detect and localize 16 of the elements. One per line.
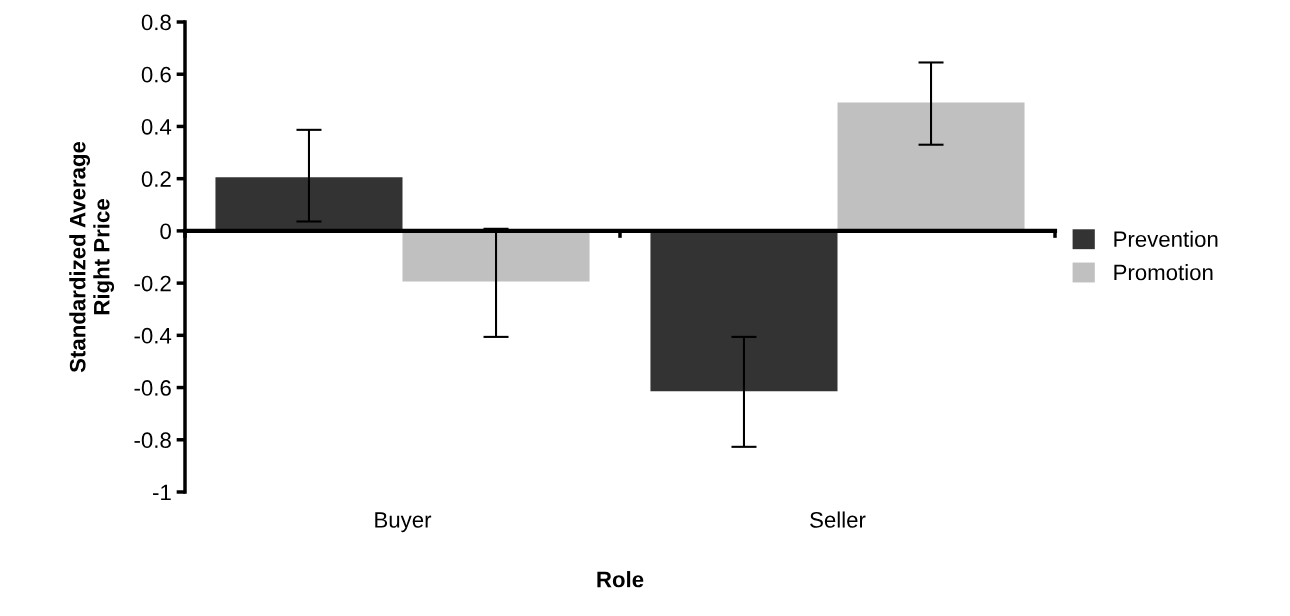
y-tick-label: -0.2 xyxy=(134,275,171,292)
x-tick-label: Seller xyxy=(810,511,866,528)
x-axis-title: Role xyxy=(597,571,644,588)
y-tick-label: -0.4 xyxy=(134,327,172,344)
y-tick-label: -0.8 xyxy=(134,432,171,449)
y-tick-label: 0.6 xyxy=(141,66,171,83)
legend-label: Prevention xyxy=(1114,230,1218,248)
y-tick-label: -1 xyxy=(153,484,171,501)
legend-label: Promotion xyxy=(1114,264,1213,281)
y-tick-label: 0.4 xyxy=(141,118,172,135)
y-tick-label: -0.6 xyxy=(134,380,171,396)
x-tick-label: Buyer xyxy=(375,512,432,533)
y-tick-label: 0.2 xyxy=(141,171,171,187)
y-axis-title: Standardized Average Right Price xyxy=(69,141,115,373)
y-tick-label: 0 xyxy=(160,223,171,240)
y-tick-label: 0.8 xyxy=(141,14,171,31)
